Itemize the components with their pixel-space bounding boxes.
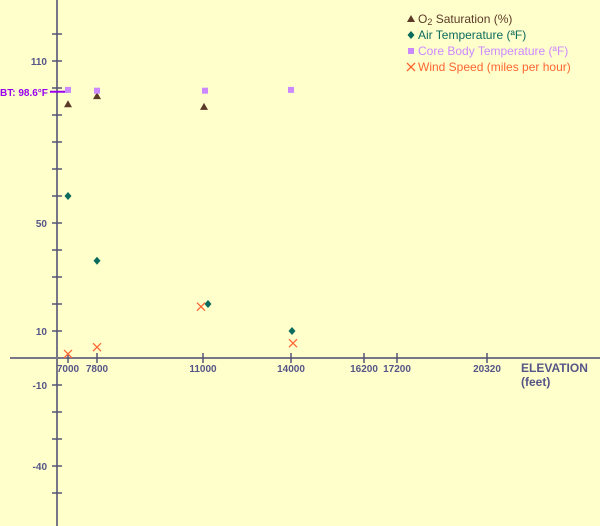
x-axis-title: ELEVATION [521,361,588,375]
x-tick-label: 17200 [383,364,411,375]
legend-entry: Core Body Temperature (ªF) [418,44,568,58]
air-temperature-f-point [204,300,212,308]
y-tick-label: -10 [33,381,48,392]
wind-speed-miles-per-hour-point [63,349,73,359]
y-tick-label: 50 [36,219,48,230]
o2-saturation-point [93,92,101,100]
o2-saturation-point [64,100,72,108]
x-tick-label: 20320 [473,364,501,375]
legend-entry: Wind Speed (miles per hour) [418,60,571,74]
ticks: 110 50 10 -10 -40 7000 7800 11000 14000 16200 1720… [31,33,501,494]
wind-speed-miles-per-hour-point [92,342,102,352]
legend-marker-icon [407,15,415,22]
body-temp-reference-label: BT: 98.6°F [0,88,48,99]
core-body-temperature-f-point [288,86,294,93]
air-temperature-f-point [288,327,296,335]
legend-marker-icon [408,48,414,54]
x-tick-label: 14000 [277,364,305,375]
x-tick-label: 7000 [57,364,80,375]
legend-marker-icon [407,31,415,39]
data-points [63,86,298,359]
y-tick-label: -40 [33,462,48,473]
y-tick-label: 10 [36,327,48,338]
core-body-temperature-f-point [202,87,208,94]
legend-marker-icon [406,62,416,72]
air-temperature-f-point [93,256,101,265]
wind-speed-miles-per-hour-point [288,338,298,348]
wind-speed-miles-per-hour-point [196,302,206,312]
x-tick-label: 11000 [189,364,217,375]
core-body-temperature-f-point [94,87,100,94]
x-tick-label: 7800 [86,364,109,375]
legend-entry: Air Temperature (ªF) [418,28,526,42]
y-tick-label: 110 [31,57,48,68]
legend-entry: O2 Saturation (%) [418,12,512,27]
x-tick-label: 16200 [350,364,378,375]
air-temperature-f-point [64,192,72,200]
legend: O2 Saturation (%)Air Temperature (ªF) Cor… [406,12,571,74]
o2-saturation-point [200,102,208,110]
core-body-temperature-f-point [65,86,71,93]
x-axis-unit: (feet) [521,375,550,389]
